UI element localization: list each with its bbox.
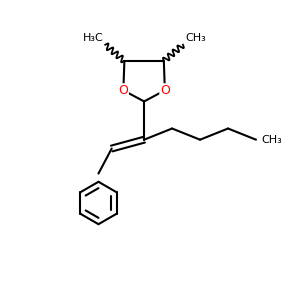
Text: H₃C: H₃C bbox=[82, 33, 103, 43]
Text: CH₃: CH₃ bbox=[185, 33, 206, 43]
Text: O: O bbox=[118, 84, 128, 97]
Text: CH₃: CH₃ bbox=[262, 135, 283, 145]
Text: O: O bbox=[160, 84, 170, 97]
